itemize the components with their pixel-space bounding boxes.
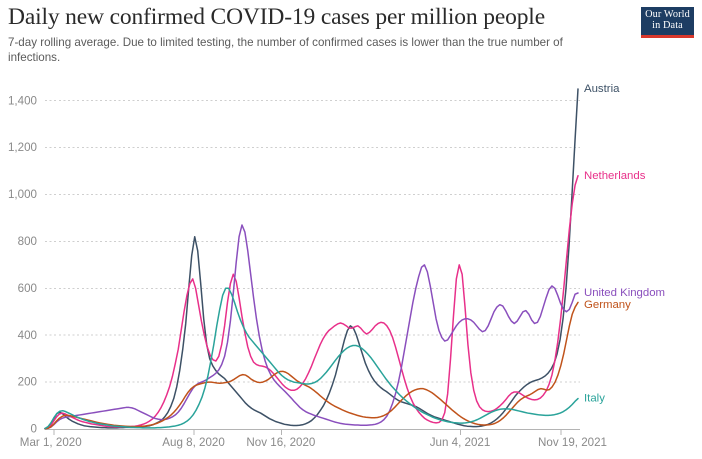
y-axis-tick-labels: 0 200 400 600 800 1,000 1,200 1,400	[8, 94, 37, 435]
our-world-in-data-logo[interactable]: Our World in Data	[641, 7, 694, 38]
series-label-italy[interactable]: Italy	[584, 393, 605, 405]
series-label-austria[interactable]: Austria	[584, 83, 620, 95]
x-axis-tick-label: Mar 1, 2020	[20, 436, 82, 449]
y-axis-tick-label: 1,200	[8, 141, 37, 154]
gridlines	[45, 100, 580, 383]
y-axis-tick-label: 200	[18, 376, 37, 389]
y-axis-tick-label: 800	[18, 235, 37, 248]
chart-header: Daily new confirmed COVID-19 cases per m…	[8, 4, 618, 65]
chart-subtitle: 7-day rolling average. Due to limited te…	[8, 35, 563, 65]
logo-line-1: Our World	[645, 9, 690, 21]
series-label-netherlands[interactable]: Netherlands	[584, 170, 646, 182]
series-line-italy	[44, 287, 579, 430]
series-label-germany[interactable]: Germany	[584, 299, 631, 311]
x-axis-tick-label: Nov 16, 2020	[246, 436, 315, 449]
y-axis-tick-label: 600	[18, 282, 37, 295]
logo-line-2: in Data	[652, 20, 683, 31]
x-axis	[45, 429, 580, 435]
series-line-netherlands	[44, 175, 579, 430]
y-axis-tick-label: 400	[18, 329, 37, 342]
series-label-united-kingdom[interactable]: United Kingdom	[584, 287, 665, 299]
x-axis-tick-labels: Mar 1, 2020 Aug 8, 2020 Nov 16, 2020 Jun 4,…	[20, 436, 607, 449]
page-title: Daily new confirmed COVID-19 cases per m…	[8, 4, 545, 30]
x-axis-tick-label: Jun 4, 2021	[430, 436, 491, 449]
y-axis-tick-label: 0	[31, 423, 37, 436]
x-axis-tick-label: Aug 8, 2020	[162, 436, 225, 449]
y-axis-tick-label: 1,000	[8, 188, 37, 201]
series-line-united-kingdom	[44, 224, 579, 430]
x-axis-tick-label: Nov 19, 2021	[538, 436, 607, 449]
y-axis-tick-label: 1,400	[8, 94, 37, 107]
series-line-austria	[44, 88, 579, 430]
data-series	[44, 88, 579, 430]
